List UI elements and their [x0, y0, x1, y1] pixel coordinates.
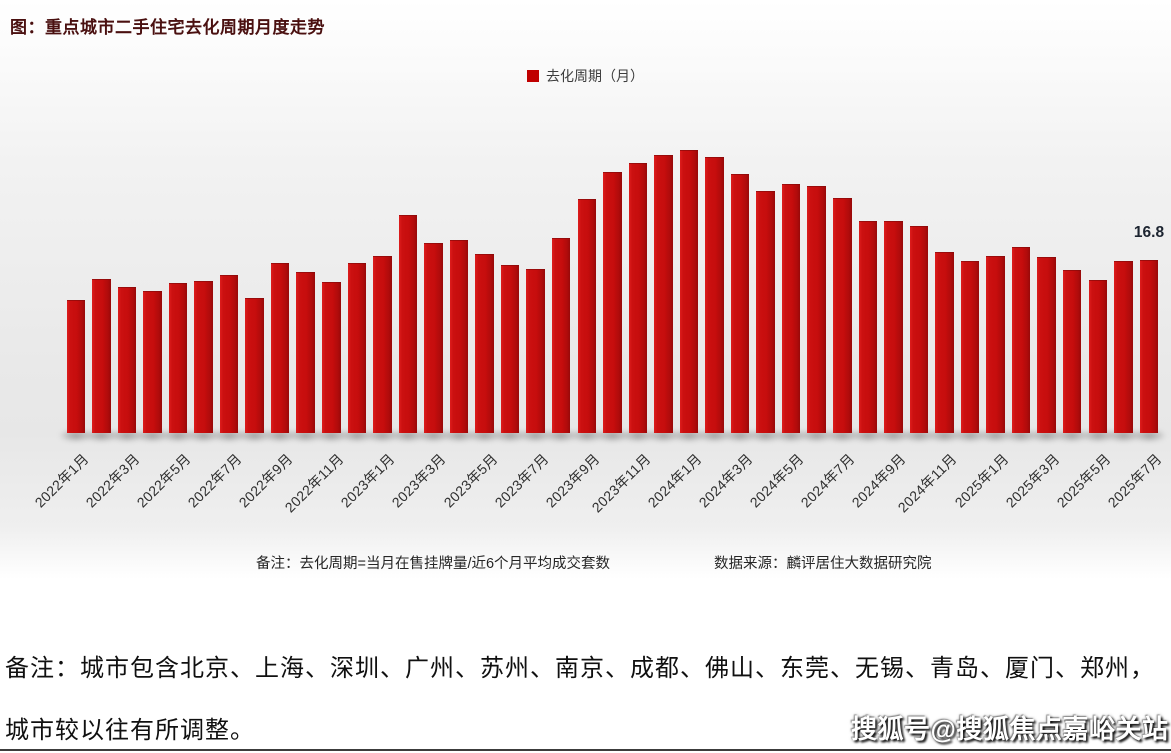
bar-2025年2月 — [1011, 246, 1031, 434]
bar-2022年9月 — [270, 263, 290, 434]
bar-2022年4月 — [143, 290, 162, 434]
bar-2025年1月 — [986, 255, 1005, 434]
bar-2024年11月 — [935, 251, 954, 434]
bar-2024年12月 — [960, 260, 980, 434]
bar-2022年3月 — [117, 286, 137, 434]
legend-label: 去化周期（月） — [546, 68, 644, 84]
bar-2025年3月 — [1037, 256, 1056, 434]
bar-2022年11月 — [322, 281, 341, 434]
bottom-note-line2: 城市较以往有所调整。 — [5, 718, 255, 744]
bar-2023年12月 — [654, 154, 673, 434]
bar-2023年6月 — [500, 265, 520, 434]
bar-2022年12月 — [347, 263, 367, 434]
bar-2023年3月 — [424, 243, 443, 434]
bar-2024年6月 — [807, 185, 826, 434]
bar-2023年7月 — [526, 269, 545, 434]
chart-footnote-source: 数据来源：麟评居住大数据研究院 — [714, 556, 932, 572]
bar-2023年2月 — [398, 214, 418, 434]
legend: 去化周期（月） — [0, 66, 1171, 86]
chart-title: 图：重点城市二手住宅去化周期月度走势 — [10, 18, 325, 37]
bar-2024年10月 — [909, 225, 929, 434]
bar-2024年2月 — [705, 156, 724, 434]
bar-2024年8月 — [858, 220, 878, 434]
bar-2025年5月 — [1088, 279, 1107, 434]
bar-2024年7月 — [833, 197, 852, 434]
bar-2024年1月 — [679, 150, 699, 434]
bar-2024年4月 — [756, 190, 775, 434]
chart-footnote-formula: 备注：去化周期=当月在售挂牌量/近6个月平均成交套数 — [256, 556, 611, 572]
bar-2023年4月 — [449, 240, 469, 434]
bar-2023年8月 — [551, 238, 571, 434]
legend-marker-icon — [527, 70, 539, 82]
bar-2025年6月 — [1114, 260, 1133, 434]
bar-2022年10月 — [296, 272, 315, 434]
bar-2022年2月 — [92, 278, 111, 434]
bar-2024年3月 — [730, 174, 750, 434]
bar-2022年1月 — [66, 300, 85, 434]
bar-2023年10月 — [603, 172, 622, 434]
bar-2023年11月 — [628, 162, 648, 434]
bar-2022年5月 — [168, 282, 188, 434]
bottom-note-line1: 备注：城市包含北京、上海、深圳、广州、苏州、南京、成都、佛山、东莞、无锡、青岛、… — [5, 656, 1155, 682]
bar-2022年6月 — [194, 280, 213, 434]
bar-2023年9月 — [577, 199, 596, 434]
bar-2025年4月 — [1062, 270, 1082, 434]
bar-2024年9月 — [884, 220, 903, 434]
bottom-divider — [0, 749, 1171, 751]
last-value-label: 16.8 — [1133, 224, 1165, 241]
bar-2022年8月 — [245, 298, 264, 434]
bar-2024年5月 — [781, 183, 801, 434]
chart-area: 图：重点城市二手住宅去化周期月度走势 去化周期（月） 2022年1月 2022年3… — [0, 0, 1171, 585]
watermark: 搜狐号@搜狐焦点嘉峪关站 — [851, 714, 1169, 744]
bar-2025年7月 — [1139, 259, 1159, 434]
bar-2022年7月 — [219, 275, 239, 434]
bar-2023年5月 — [475, 253, 494, 434]
bar-2023年1月 — [373, 255, 392, 434]
